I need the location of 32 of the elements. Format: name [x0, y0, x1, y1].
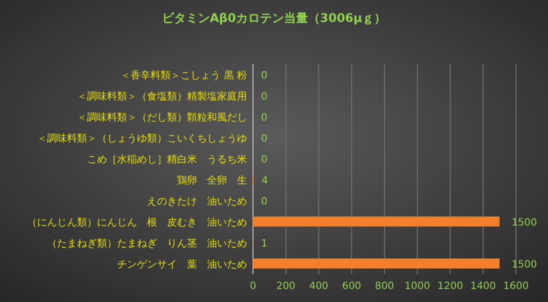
y-tick-label: チンゲンサイ 葉 油いため: [117, 258, 247, 270]
y-tick-label: ＜調味料類＞（しょうゆ類）こいくちしょうゆ: [37, 132, 247, 144]
data-label: 1500: [512, 260, 538, 270]
chart-title: ビタミンAβ0カロテン当量（3006μｇ）: [162, 11, 386, 25]
data-label: 0: [261, 70, 268, 82]
x-tick-label: 400: [309, 281, 328, 292]
y-tick-label: ＜調味料類＞（だし類）顆粒和風だし: [77, 112, 247, 124]
x-tick-label: 1600: [503, 281, 529, 292]
bar: [253, 258, 500, 268]
data-label: 4: [262, 176, 268, 186]
x-tick-label: 0: [250, 281, 256, 292]
x-tick-label: 1200: [438, 281, 463, 292]
x-tick-label: 1400: [470, 281, 496, 292]
y-tick-label: ＜調味料類＞（食塩類）精製塩家庭用: [77, 90, 247, 102]
y-tick-label: えのきたけ 油いため: [147, 196, 247, 208]
y-tick-label: ＜香辛料類＞こしょう 黒 粉: [120, 70, 247, 82]
y-tick-label: 鶏卵 全卵 生: [177, 174, 247, 186]
data-label: 0: [261, 134, 268, 144]
x-tick-label: 600: [342, 281, 362, 292]
bar: [253, 216, 500, 226]
data-label: 1: [261, 238, 268, 250]
data-label: 0: [261, 196, 268, 208]
y-tick-label: （にんじん類）にんじん 根 皮むき 油いため: [27, 216, 247, 228]
data-label: 0: [261, 92, 268, 102]
data-label: 0: [261, 154, 268, 166]
y-tick-label: （たまねぎ類）たまねぎ りん茎 油いため: [47, 238, 247, 250]
y-tick-label: こめ［水稲めし］精白米 うるち米: [87, 154, 247, 166]
x-tick-label: 800: [374, 281, 394, 292]
x-tick-label: 1000: [404, 281, 430, 292]
x-tick-label: 200: [276, 281, 296, 292]
data-label: 0: [261, 112, 268, 124]
data-label: 1500: [512, 218, 538, 228]
